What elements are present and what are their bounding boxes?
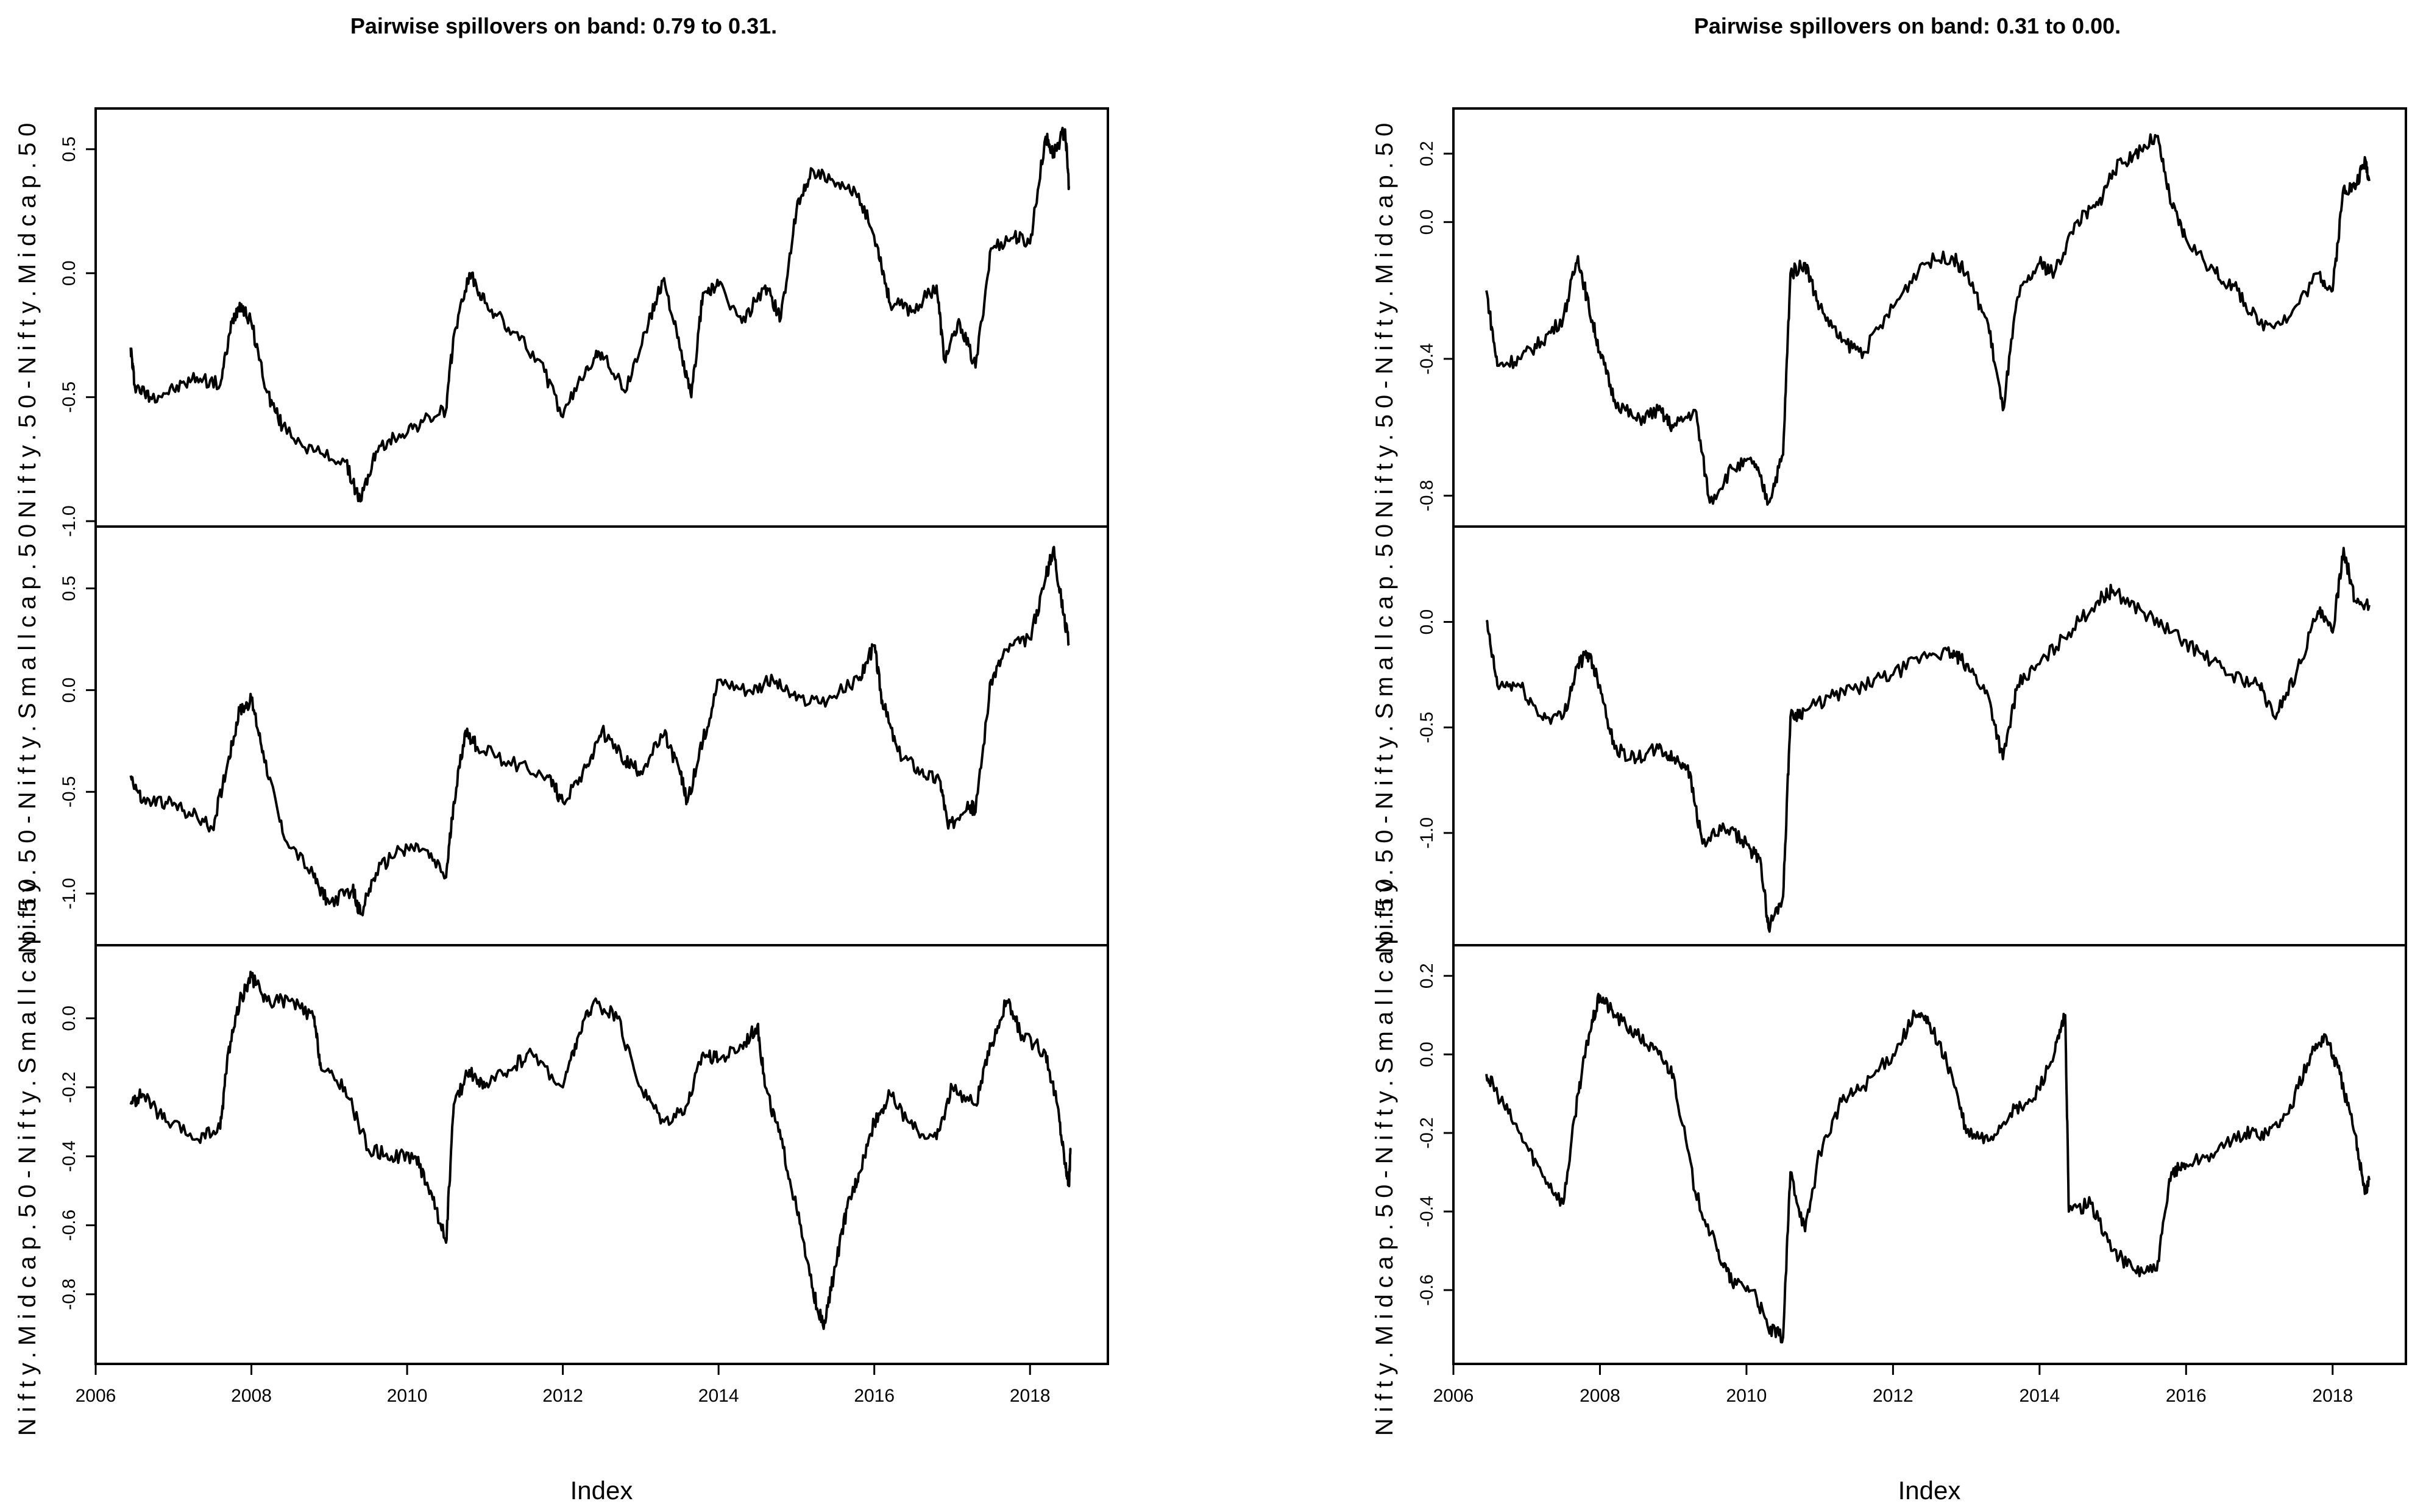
- left-series-line-panel-3: [129, 970, 1072, 1330]
- left-x-tick-label: 2008: [231, 1386, 272, 1406]
- left-y-tick-label: -0.2: [59, 1071, 79, 1103]
- left-x-tick-label: 2010: [387, 1386, 428, 1406]
- right-chart-marks: 2006 2008 2010 2012 2014 2016 2018 -0.8 -0.4 0.0 0…: [1417, 133, 2371, 1406]
- left-y-tick-label: 0.0: [59, 260, 79, 286]
- right-x-tick-label: 2016: [2166, 1386, 2207, 1406]
- right-y-tick-label: -1.0: [1417, 817, 1437, 849]
- right-y-tick-label: -0.2: [1417, 1117, 1437, 1149]
- right-plot-frame: [1452, 107, 2407, 1365]
- left-chart-marks: 2006 2008 2010 2012 2014 2016 2018 -1.0 -0.5 0.0 0…: [59, 126, 1072, 1406]
- left-y-tick-label: -0.5: [59, 776, 79, 807]
- right-y-tick-label: -0.4: [1417, 1196, 1437, 1227]
- left-y-tick-label: -0.6: [59, 1210, 79, 1241]
- right-chart-title: Pairwise spillovers on band: 0.31 to 0.0…: [1694, 13, 2121, 38]
- right-y-tick-label: 0.2: [1417, 141, 1437, 166]
- left-series-line-panel-1: [129, 126, 1071, 503]
- right-y-label-panel-2: Nifty.50-Nifty.Smallcap.50: [1371, 518, 1398, 953]
- right-x-tick-label: 2012: [1873, 1386, 1913, 1406]
- left-x-tick-label: 2018: [1010, 1386, 1051, 1406]
- left-y-tick-label: 0.0: [59, 1006, 79, 1031]
- left-x-tick-label: 2014: [698, 1386, 739, 1406]
- right-figure: Pairwise spillovers on band: 0.31 to 0.0…: [1371, 13, 2407, 1505]
- right-y-label-panel-1: Nifty.50-Nifty.Midcap.50: [1371, 117, 1398, 519]
- right-y-tick-label: 0.0: [1417, 609, 1437, 635]
- left-y-tick-label: 0.5: [59, 576, 79, 602]
- left-y-label-panel-1: Nifty.50-Nifty.Midcap.50: [14, 117, 41, 519]
- right-y-tick-label: -0.6: [1417, 1274, 1437, 1306]
- right-x-tick-label: 2018: [2312, 1386, 2353, 1406]
- right-y-tick-label: 0.2: [1417, 963, 1437, 988]
- right-series-line-panel-3: [1485, 993, 2371, 1344]
- right-x-tick-label: 2008: [1580, 1386, 1620, 1406]
- right-series-line-panel-2: [1485, 547, 2371, 933]
- left-y-tick-label: -0.8: [59, 1279, 79, 1310]
- left-plot-frame: [94, 107, 1109, 1365]
- right-y-tick-label: -0.5: [1417, 712, 1437, 744]
- left-y-tick-label: -0.5: [59, 382, 79, 413]
- left-x-tick-label: 2012: [542, 1386, 583, 1406]
- left-figure: Pairwise spillovers on band: 0.79 to 0.3…: [14, 13, 1109, 1505]
- left-y-label-panel-2: Nifty.50-Nifty.Smallcap.50: [14, 518, 41, 953]
- right-x-tick-label: 2006: [1433, 1386, 1474, 1406]
- right-y-tick-label: 0.0: [1417, 210, 1437, 235]
- left-x-axis-label: Index: [570, 1476, 633, 1505]
- right-x-tick-label: 2014: [2019, 1386, 2060, 1406]
- left-x-tick-label: 2006: [76, 1386, 116, 1406]
- right-series-line-panel-1: [1485, 133, 2371, 506]
- left-y-tick-label: -1.0: [59, 878, 79, 909]
- right-y-tick-label: -0.8: [1417, 480, 1437, 511]
- right-y-label-panel-3: Nifty.Midcap.50-Nifty.Smallcap.50: [1371, 873, 1398, 1436]
- left-chart-title: Pairwise spillovers on band: 0.79 to 0.3…: [350, 13, 777, 38]
- left-y-tick-label: 0.0: [59, 678, 79, 703]
- left-series-line-panel-2: [129, 545, 1070, 917]
- left-y-tick-label: 0.5: [59, 137, 79, 162]
- left-y-tick-label: -1.0: [59, 505, 79, 537]
- right-x-axis-label: Index: [1898, 1476, 1961, 1505]
- left-y-label-panel-3: Nifty.Midcap.50-Nifty.Smallcap.50: [14, 873, 41, 1436]
- left-x-tick-label: 2016: [854, 1386, 895, 1406]
- right-y-tick-label: 0.0: [1417, 1042, 1437, 1067]
- right-x-tick-label: 2010: [1726, 1386, 1767, 1406]
- right-y-tick-label: -0.4: [1417, 343, 1437, 375]
- left-y-tick-label: -0.4: [59, 1140, 79, 1172]
